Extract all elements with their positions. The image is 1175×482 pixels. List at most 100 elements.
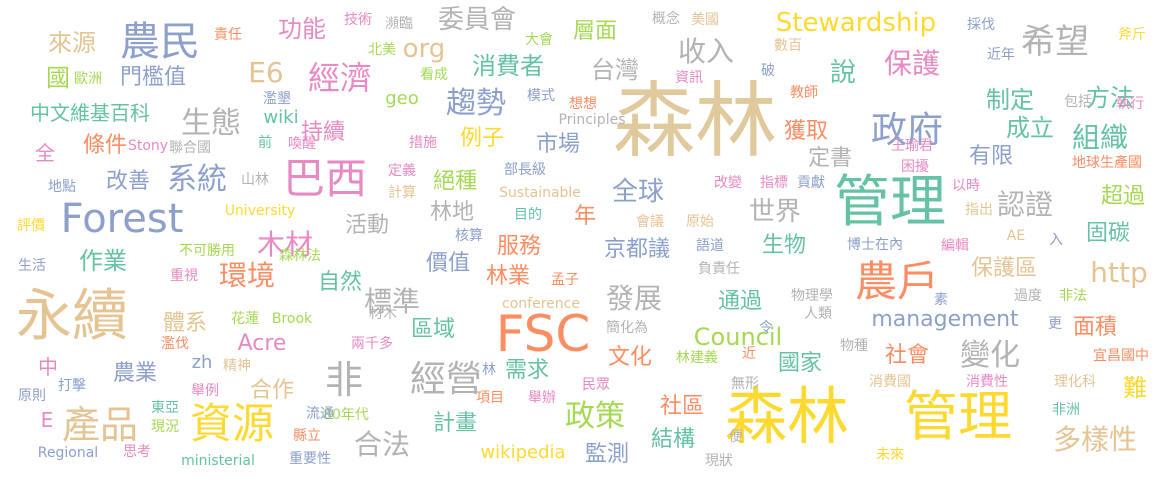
word: 斧斤: [1118, 27, 1146, 43]
word: 活動: [344, 213, 390, 238]
word: 地點: [48, 179, 76, 195]
word: 材木: [369, 306, 397, 322]
word: 素: [934, 292, 948, 308]
word: Stewardship: [775, 8, 937, 38]
word: 組織: [1071, 121, 1129, 154]
word: Principles: [558, 112, 626, 128]
word: 編輯: [941, 238, 969, 254]
word: 環境: [218, 259, 276, 292]
word: ministerial: [181, 453, 255, 469]
word: wikipedia: [480, 442, 566, 463]
word: 方法: [1086, 84, 1134, 112]
word: 標準: [363, 285, 421, 318]
word: 負責任: [698, 261, 740, 277]
word: 前: [258, 135, 272, 151]
word: geo: [385, 88, 419, 109]
word: 包括: [1064, 94, 1092, 110]
word: 大會: [525, 32, 553, 48]
word: 指標: [760, 175, 788, 191]
word: 過度: [1014, 288, 1042, 304]
word: 超過: [1100, 184, 1146, 209]
word: 更: [1048, 316, 1062, 332]
word: 全球: [611, 177, 665, 207]
word: 來源: [48, 29, 96, 57]
word: 模式: [527, 88, 555, 104]
word: 語道: [696, 238, 724, 254]
word: 濫墾: [263, 91, 291, 107]
word: 林地: [429, 200, 475, 225]
word: 孟子: [551, 272, 579, 288]
word: 森林: [724, 380, 850, 453]
word: 生態: [181, 106, 241, 141]
word: 不可勝用: [179, 243, 235, 259]
word: 生物: [761, 233, 807, 258]
word: 簡化為: [606, 320, 648, 336]
word: 農戶: [854, 257, 940, 306]
word: 國: [46, 64, 70, 92]
word: 貢獻: [797, 175, 825, 191]
word: 獲取: [783, 119, 829, 144]
word: 政府: [870, 110, 944, 151]
word: zh: [191, 352, 213, 373]
word: 指出: [965, 202, 993, 218]
word: 便: [729, 429, 743, 445]
word: 市場: [535, 132, 581, 157]
word: 物種: [840, 338, 868, 354]
word: 木材: [256, 228, 314, 261]
word: 非洲: [1052, 402, 1080, 418]
word: 農民: [120, 19, 200, 65]
word: 持續: [300, 120, 346, 145]
word: 有限: [968, 144, 1014, 169]
word: 數百: [774, 38, 802, 54]
word: Brook: [271, 311, 313, 327]
word: E6: [248, 56, 284, 89]
word: 宜昌國中: [1093, 348, 1149, 364]
word: 教師: [790, 85, 818, 101]
word: 兩千多: [351, 336, 393, 352]
word: 經濟: [307, 59, 373, 97]
word: 自然: [317, 270, 363, 295]
word: E: [40, 408, 54, 432]
word: 年: [573, 204, 597, 229]
word: Acre: [237, 331, 287, 356]
word: 聯合國: [169, 140, 211, 156]
word: 體系: [162, 311, 208, 336]
word: 地球生產國: [1072, 155, 1142, 171]
word: 破: [761, 63, 775, 79]
word: 思考: [123, 444, 151, 460]
word: Regional: [37, 445, 99, 461]
word: 想想: [569, 96, 597, 112]
word: 變化: [960, 338, 1020, 373]
word: 京都議: [603, 237, 671, 262]
word: 改善: [105, 169, 151, 194]
word: 區域: [410, 317, 456, 342]
word: management: [871, 307, 1019, 332]
word: 收入: [677, 35, 735, 68]
word: 制定: [986, 86, 1034, 114]
word: 困擾: [901, 159, 929, 175]
word: 未來: [876, 447, 904, 463]
word: 概念: [652, 11, 680, 27]
word: 山林: [241, 172, 269, 188]
word: http: [1090, 256, 1148, 289]
word: 目的: [514, 207, 542, 223]
word: 原始: [686, 214, 714, 230]
word: 精神: [223, 358, 251, 374]
word: 人類: [804, 306, 832, 322]
word: 原則: [18, 388, 46, 404]
word: 需求: [504, 358, 550, 383]
word: 重視: [170, 268, 198, 284]
word: org: [402, 34, 446, 64]
word: 責任: [214, 27, 242, 43]
word: 成立: [1006, 114, 1054, 142]
word: University: [224, 203, 296, 219]
word: 喚醒: [288, 136, 316, 152]
word: 技術: [344, 12, 372, 28]
word: 林: [482, 362, 496, 378]
word: 結構: [650, 427, 696, 452]
word: 北美: [368, 42, 396, 58]
word: 令: [759, 320, 773, 336]
word: 理化科: [1054, 374, 1096, 390]
word: 王瑜君: [891, 138, 933, 154]
